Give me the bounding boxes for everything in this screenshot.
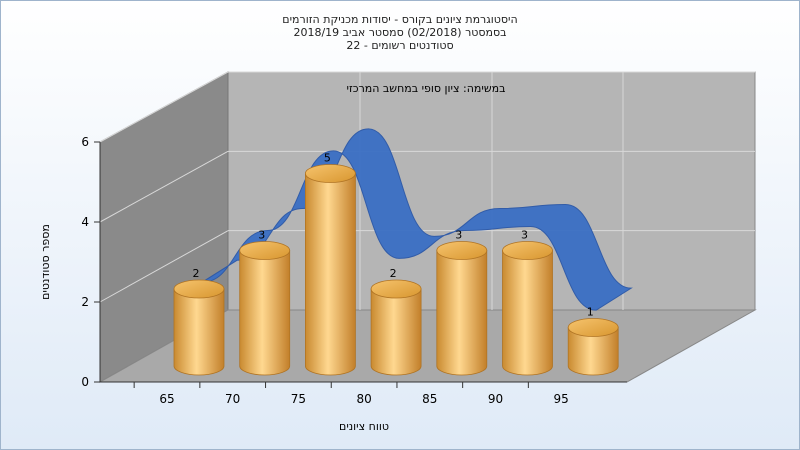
bar-value-label: 2 bbox=[390, 267, 397, 280]
legend-label: במשימה: ציון סופי במחשב המרכזי bbox=[346, 82, 505, 95]
bar-value-label: 2 bbox=[193, 267, 200, 280]
bar-body bbox=[173, 288, 225, 376]
bar-value-label: 3 bbox=[258, 229, 265, 242]
bars bbox=[173, 164, 619, 376]
bar-body bbox=[370, 288, 422, 376]
bar bbox=[567, 318, 619, 376]
y-tick-label: 2 bbox=[81, 295, 89, 309]
bar-value-label: 3 bbox=[455, 229, 462, 242]
x-tick-label: 90 bbox=[488, 392, 503, 406]
chart-title-line-1: היסטוגרמת ציונים בקורס - יסודות מכניקת ה… bbox=[282, 13, 518, 26]
bar-body bbox=[436, 250, 488, 376]
bar bbox=[502, 241, 553, 376]
chart-title-line-2: בסמסטר (02/2018) סמסטר אביב 2018/19 bbox=[293, 26, 507, 39]
bar-cap bbox=[370, 279, 422, 299]
bar-value-label: 3 bbox=[521, 229, 528, 242]
bar-body bbox=[239, 250, 291, 376]
bar bbox=[239, 241, 291, 376]
x-ticks: 65 70 75 80 85 90 95 bbox=[133, 382, 569, 406]
gridline-side bbox=[99, 71, 229, 143]
bar bbox=[173, 279, 225, 376]
bar-cap bbox=[304, 164, 356, 183]
bar-value-label: 5 bbox=[324, 152, 331, 165]
y-tick-label: 4 bbox=[81, 215, 89, 229]
y-axis-title: מספר סטודנטים bbox=[39, 224, 52, 300]
x-tick-label: 70 bbox=[225, 392, 240, 406]
bar-cap bbox=[173, 279, 225, 299]
y-tick-label: 0 bbox=[81, 375, 89, 389]
gridline-side bbox=[99, 150, 229, 223]
bar bbox=[370, 279, 422, 376]
x-tick-label: 80 bbox=[356, 392, 371, 406]
bar-cap bbox=[502, 241, 553, 260]
bar-body bbox=[305, 173, 356, 376]
bar-cap bbox=[567, 318, 619, 337]
bar-cap bbox=[239, 241, 291, 260]
chart-title-line-3: סטודנטים רשומים - 22 bbox=[346, 39, 454, 52]
gridlines bbox=[99, 71, 755, 310]
gridline-side bbox=[99, 230, 229, 303]
x-tick-label: 65 bbox=[159, 392, 174, 406]
bar bbox=[304, 164, 356, 376]
bar bbox=[436, 241, 488, 376]
bar-body bbox=[502, 250, 553, 376]
bar-cap bbox=[436, 241, 488, 260]
x-tick-label: 95 bbox=[554, 392, 569, 406]
data-labels: 2 3 5 2 3 3 1 bbox=[193, 152, 594, 319]
x-tick-label: 85 bbox=[422, 392, 437, 406]
bar-body bbox=[567, 327, 619, 376]
x-tick-label: 75 bbox=[291, 392, 306, 406]
x-axis-title: טווח ציונים bbox=[339, 420, 389, 433]
y-tick-label: 6 bbox=[81, 135, 89, 149]
y-ticks: 0 2 4 6 bbox=[81, 135, 100, 389]
bar-value-label: 1 bbox=[587, 306, 594, 319]
